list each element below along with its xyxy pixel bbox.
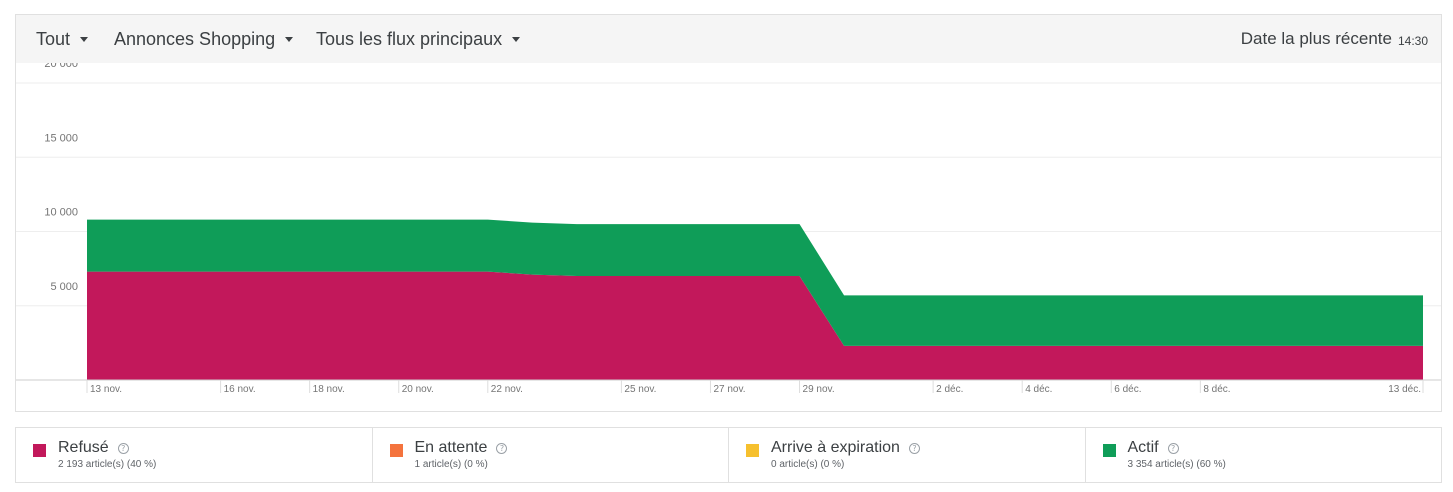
y-tick-label: 10 000: [44, 207, 78, 219]
help-icon[interactable]: ?: [117, 442, 129, 454]
help-icon[interactable]: ?: [1167, 442, 1179, 454]
date-indicator: Date la plus récente 14:30: [1241, 15, 1428, 63]
caret-down-icon: [512, 37, 521, 42]
legend-swatch: [389, 444, 403, 457]
y-tick-label: 5 000: [50, 281, 78, 293]
y-tick-label: 20 000: [44, 63, 78, 70]
x-tick-label: 13 déc.: [1388, 384, 1421, 395]
legend-count: 2 193 article(s) (40 %): [58, 459, 157, 470]
legend-swatch: [1102, 444, 1116, 457]
legend-count: 3 354 article(s) (60 %): [1127, 459, 1226, 470]
x-tick-label: 4 déc.: [1025, 384, 1052, 395]
filter-destination-dropdown[interactable]: Annonces Shopping: [114, 15, 294, 63]
x-tick-label: 29 nov.: [803, 384, 835, 395]
x-tick-label: 8 déc.: [1203, 384, 1230, 395]
legend-count: 1 article(s) (0 %): [414, 459, 488, 470]
x-tick-label: 13 nov.: [90, 384, 122, 395]
x-tick-label: 20 nov.: [402, 384, 434, 395]
help-icon[interactable]: ?: [908, 442, 920, 454]
caret-down-icon: [285, 37, 294, 42]
date-label: Date la plus récente: [1240, 29, 1392, 48]
series-area-actif[interactable]: [87, 219, 1423, 346]
legend-item-en-attente[interactable]: En attente ? 1 article(s) (0 %): [373, 428, 729, 482]
filter-feed-dropdown[interactable]: Tous les flux principaux: [316, 15, 521, 63]
legend-label: Arrive à expiration: [771, 439, 900, 456]
help-icon[interactable]: ?: [496, 442, 508, 454]
legend-label: En attente: [414, 439, 488, 456]
filter-status-dropdown[interactable]: Tout: [36, 15, 89, 63]
x-tick-label: 27 nov.: [713, 384, 745, 395]
filter-destination-label: Annonces Shopping: [114, 28, 276, 49]
x-tick-label: 6 déc.: [1114, 384, 1141, 395]
stacked-area-chart: 5 000 10 000 15 000 20 000 13 nov. 16 nov. 18 …: [16, 63, 1441, 395]
filter-feed-label: Tous les flux principaux: [316, 28, 503, 49]
legend-swatch: [33, 444, 46, 457]
legend-swatch: [746, 444, 759, 457]
legend-label: Refusé: [58, 439, 109, 456]
x-tick-label: 2 déc.: [936, 384, 963, 395]
date-time: 14:30: [1397, 33, 1428, 48]
legend-item-actif[interactable]: Actif ? 3 354 article(s) (60 %): [1086, 428, 1442, 482]
legend-label: Actif: [1127, 439, 1159, 456]
x-tick-label: 18 nov.: [313, 384, 345, 395]
legend-item-refuse[interactable]: Refusé ? 2 193 article(s) (40 %): [16, 428, 373, 482]
caret-down-icon: [80, 37, 89, 42]
x-tick-label: 22 nov.: [491, 384, 523, 395]
series-area-refusé[interactable]: [87, 271, 1423, 380]
filter-status-label: Tout: [36, 28, 71, 49]
x-tick-label: 16 nov.: [224, 384, 256, 395]
legend-count: 0 article(s) (0 %): [771, 459, 845, 470]
chart-card: Tout Annonces Shopping Tous les flux pri…: [15, 14, 1442, 412]
legend-item-expiration[interactable]: Arrive à expiration ? 0 article(s) (0 %): [729, 428, 1086, 482]
legend: Refusé ? 2 193 article(s) (40 %) En atte…: [15, 427, 1442, 483]
x-tick-label: 25 nov.: [624, 384, 656, 395]
toolbar: Tout Annonces Shopping Tous les flux pri…: [16, 15, 1441, 63]
y-tick-label: 15 000: [44, 132, 78, 144]
